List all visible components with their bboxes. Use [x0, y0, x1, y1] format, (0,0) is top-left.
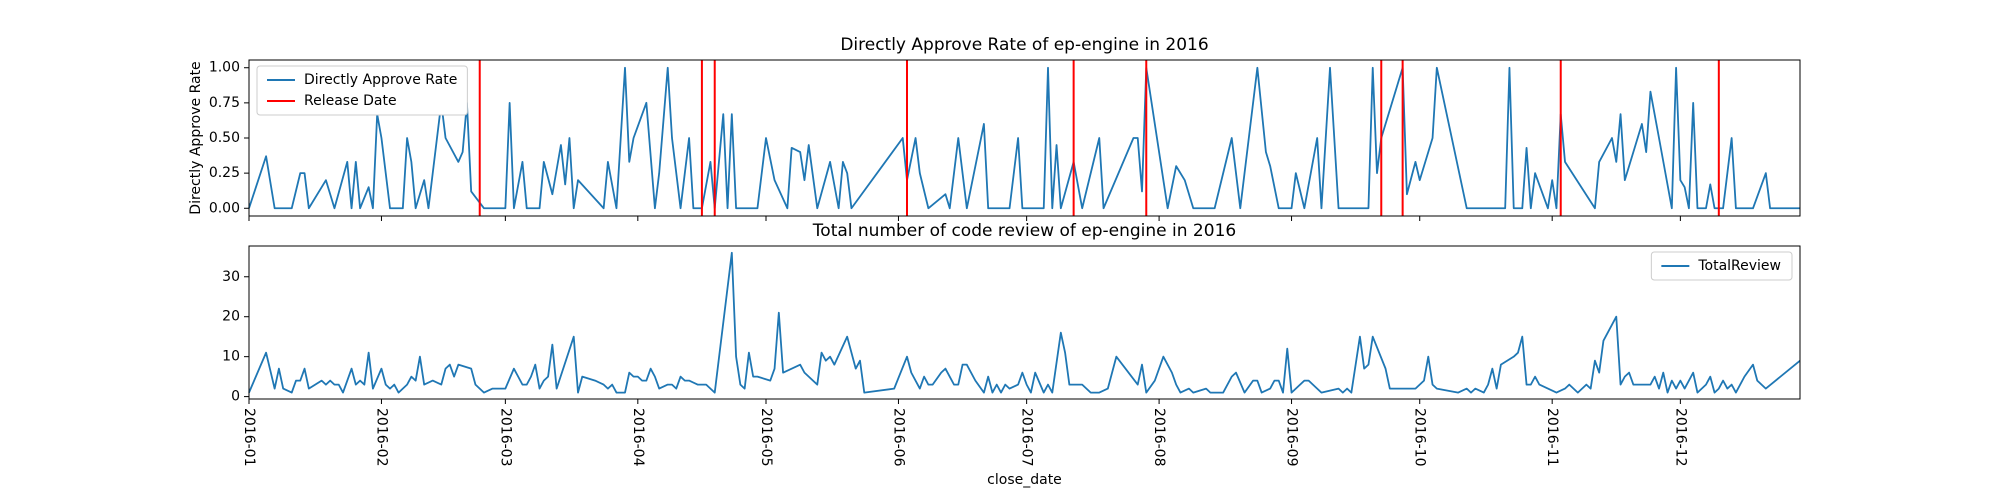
subplot: 0 10 20 30 2016-01 2016-02 2016-03 2016-04 2016-…: [222, 221, 1801, 488]
y-tick-label: 10: [222, 349, 240, 365]
y-tick-label: 20: [222, 309, 240, 325]
y-tick-label: 30: [222, 269, 240, 285]
x-tick-label: 2016-07: [1019, 408, 1035, 467]
data-line: [248, 251, 1801, 394]
x-tick-label: 2016-09: [1284, 408, 1300, 467]
legend-box: [1650, 251, 1793, 281]
y-tick-label: 0.75: [209, 95, 240, 111]
y-tick-label: 0.00: [209, 200, 240, 216]
plot-area: [249, 246, 1800, 399]
legend: Directly Approve Rate Release Date: [256, 65, 468, 116]
legend: TotalReview: [1650, 251, 1793, 281]
legend-label: Release Date: [304, 93, 397, 109]
legend-box: [256, 65, 468, 116]
x-tick-label: 2016-06: [890, 408, 906, 467]
x-tick-label: 2016-04: [630, 408, 646, 467]
x-tick-label: 2016-05: [758, 408, 774, 467]
y-tick-label: 0: [231, 389, 240, 405]
axes-frame: [248, 245, 1801, 400]
axes-frame: [248, 59, 1801, 217]
subplot-title: Total number of code review of ep-engine…: [812, 221, 1236, 241]
y-axis-label: Directly Approve Rate: [188, 61, 204, 214]
y-tick-label: 0.25: [209, 165, 240, 181]
x-tick-label: 2016-03: [497, 408, 513, 467]
x-tick-label: 2016-11: [1544, 408, 1560, 467]
x-tick-label: 2016-08: [1151, 408, 1167, 467]
legend-label: TotalReview: [1697, 258, 1781, 274]
x-tick-label: 2016-12: [1672, 408, 1688, 467]
subplot: 0.00 0.25 0.50 0.75 1.00 Directly Approve Rat…: [188, 35, 1801, 221]
x-tick-label: 2016-01: [241, 408, 257, 467]
legend-label: Directly Approve Rate: [304, 72, 457, 88]
plot-area: [249, 60, 1800, 216]
subplot-title: Directly Approve Rate of ep-engine in 20…: [840, 35, 1208, 55]
y-tick-label: 0.50: [209, 130, 240, 146]
x-tick-label: 2016-02: [373, 408, 389, 467]
x-axis-label: close_date: [987, 472, 1062, 488]
y-tick-label: 1.00: [209, 60, 240, 76]
x-tick-label: 2016-10: [1412, 408, 1428, 467]
